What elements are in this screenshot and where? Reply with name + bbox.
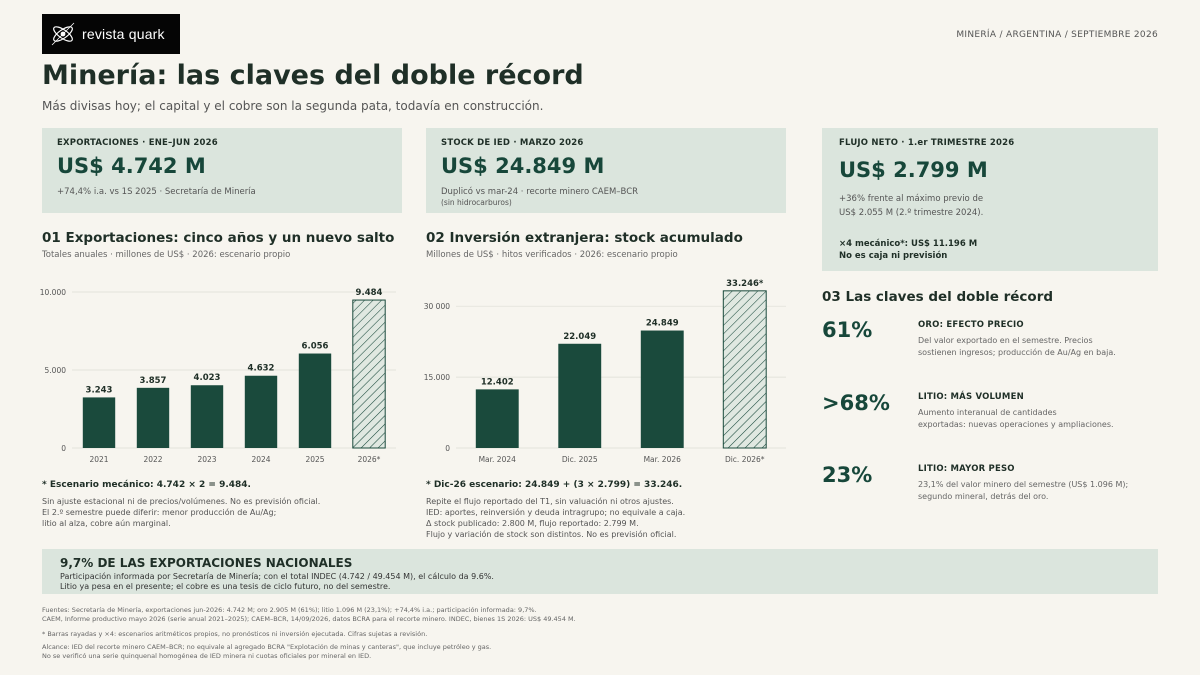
data-label: 4.632	[248, 364, 275, 374]
source-line: * Barras rayadas y ×4: escenarios aritmé…	[42, 630, 428, 638]
brand-name: revista quark	[82, 26, 165, 42]
scenario-disclaimer: * Barras rayadas y ×4: escenarios aritmé…	[42, 630, 427, 639]
x-tick-label: 2024	[251, 455, 270, 464]
kpi-card-net-flow: FLUJO NETO · 1.er TRIMESTRE 2026 US$ 2.7…	[822, 128, 1158, 271]
x-tick-label: Dic. 2026*	[725, 455, 765, 464]
y-tick-label: 5.000	[45, 366, 67, 375]
kpi-label: EXPORTACIONES · ENE–JUN 2026	[57, 138, 218, 148]
key-fact-description: Aumento interanual de cantidades exporta…	[918, 408, 1114, 429]
section2-note-title: * Dic-26 escenario: 24.849 + (3 × 2.799)…	[426, 480, 683, 490]
y-tick-label: 15.000	[424, 373, 450, 382]
note-line: Flujo y variación de stock son distintos…	[426, 530, 677, 540]
kpi-label: FLUJO NETO · 1.er TRIMESTRE 2026	[839, 138, 1015, 148]
data-label: 12.402	[481, 377, 514, 387]
kpi-note: (sin hidrocarburos)	[441, 198, 512, 207]
bar	[244, 375, 278, 448]
key-fact-title: ORO: EFECTO PRECIO	[918, 320, 1024, 330]
key-fact-description: 23,1% del valor minero del semestre (US$…	[918, 480, 1129, 501]
source-line: No se verificó una serie quinquenal homo…	[42, 652, 372, 661]
source-line: Fuentes: Secretaría de Minería, exportac…	[42, 606, 537, 614]
note-line: Sin ajuste estacional ni de precios/volú…	[42, 497, 321, 506]
bar	[190, 385, 224, 448]
sources-block: Fuentes: Secretaría de Minería, exportac…	[42, 606, 576, 624]
note-line: litio al alza, cobre aún marginal.	[42, 519, 171, 529]
section1-title: 01 Exportaciones: cinco años y un nuevo …	[42, 230, 395, 246]
key-fact-value: >68%	[822, 391, 890, 415]
key-fact-value: 61%	[822, 318, 873, 342]
page-title: Minería: las claves del doble récord	[42, 60, 584, 91]
kpi-note: Duplicó vs mar-24 · recorte minero CAEM–…	[441, 187, 639, 197]
bar	[475, 389, 519, 448]
kpi-strong-note: ×4 mecánico*: US$ 11.196 M	[839, 239, 978, 249]
source-line: Alcance: IED del recorte minero CAEM–BCR…	[42, 643, 492, 651]
x-tick-label: Mar. 2026	[644, 455, 682, 464]
source-line: CAEM, Informe productivo mayo 2026 (seri…	[42, 615, 576, 624]
x-tick-label: Mar. 2024	[479, 455, 517, 464]
kpi-value: US$ 2.799 M	[839, 158, 988, 182]
section1-subtitle: Totales anuales · millones de US$ · 2026…	[42, 250, 291, 260]
bar	[298, 353, 332, 448]
bar	[640, 330, 684, 448]
section1-note-title: * Escenario mecánico: 4.742 × 2 = 9.484.	[42, 480, 251, 490]
highlight-band: 9,7% DE LAS EXPORTACIONES NACIONALES Par…	[42, 549, 1158, 594]
section3-title: 03 Las claves del doble récord	[822, 289, 1054, 305]
y-tick-label: 0	[61, 444, 66, 453]
key-fact-value: 23%	[822, 463, 873, 487]
bar-scenario	[352, 299, 386, 449]
data-label: 3.243	[86, 385, 113, 395]
kpi-strong-note: No es caja ni previsión	[839, 251, 948, 261]
bar-scenario	[722, 290, 767, 449]
y-tick-label: 0	[445, 444, 450, 453]
band-title: 9,7% DE LAS EXPORTACIONES NACIONALES	[60, 556, 353, 570]
kpi-value: US$ 24.849 M	[441, 154, 605, 178]
kpi-note: +36% frente al máximo previo de	[839, 194, 984, 204]
data-label: 22.049	[563, 332, 596, 342]
data-label: 24.849	[646, 319, 679, 329]
x-tick-label: 2022	[143, 455, 162, 464]
data-label: 6.056	[302, 342, 329, 352]
section2-title: 02 Inversión extranjera: stock acumulado	[426, 230, 743, 246]
data-label: 33.246*	[726, 279, 764, 289]
note-line: El 2.º semestre puede diferir: menor pro…	[42, 508, 277, 518]
kpi-card-fdi-stock: STOCK DE IED · MARZO 2026 US$ 24.849 M D…	[426, 128, 786, 213]
key-fact-description: Del valor exportado en el semestre. Prec…	[918, 336, 1116, 357]
brand-logo[interactable]: revista quark	[42, 14, 180, 54]
key-fact-title: LITIO: MÁS VOLUMEN	[918, 392, 1024, 402]
data-label: 9.484	[356, 288, 383, 298]
topline: MINERÍA / ARGENTINA / SEPTIEMBRE 2026	[956, 30, 1158, 40]
bar	[558, 343, 602, 448]
y-tick-label: 30 000	[424, 302, 450, 311]
x-tick-label: 2023	[197, 455, 216, 464]
note-line: Δ stock publicado: 2.800 M, flujo report…	[426, 519, 639, 529]
fdi-stock-bar-chart: 0 15.000 30 000 12.402 Mar. 2024 22.049 Dic. 2…	[424, 279, 786, 464]
x-tick-label: 2025	[305, 455, 324, 464]
bar	[136, 387, 170, 448]
data-label: 3.857	[140, 376, 167, 386]
kpi-note: US$ 2.055 M (2.º trimestre 2024).	[839, 208, 984, 218]
data-label: 4.023	[194, 373, 221, 383]
scope-note: Alcance: IED del recorte minero CAEM–BCR…	[42, 643, 491, 661]
key-fact-title: LITIO: MAYOR PESO	[918, 464, 1015, 474]
kpi-value: US$ 4.742 M	[57, 154, 206, 178]
band-line: Participación informada por Secretaría d…	[60, 572, 494, 581]
section2-subtitle: Millones de US$ · hitos verificados · 20…	[426, 250, 678, 260]
y-tick-label: 10.000	[40, 288, 66, 297]
bar	[82, 397, 116, 448]
kpi-card-exports: EXPORTACIONES · ENE–JUN 2026 US$ 4.742 M…	[42, 128, 402, 213]
note-line: IED: aportes, reinversión y deuda intrag…	[426, 508, 686, 518]
x-tick-label: 2021	[89, 455, 108, 464]
atom-icon	[51, 22, 75, 46]
kpi-label: STOCK DE IED · MARZO 2026	[441, 138, 584, 148]
kpi-note: +74,4% i.a. vs 1S 2025 · Secretaría de M…	[57, 187, 256, 197]
note-line: Repite el flujo reportado del T1, sin va…	[426, 497, 674, 506]
exports-bar-chart: 0 5.000 10.000 3.243 2021 3.857 2022 4.023 2023 4…	[40, 288, 396, 464]
band-line: Litio ya pesa en el presente; el cobre e…	[60, 582, 391, 591]
x-tick-label: 2026*	[358, 455, 381, 464]
section2-notes: Repite el flujo reportado del T1, sin va…	[426, 496, 685, 540]
page-subtitle: Más divisas hoy; el capital y el cobre s…	[42, 99, 544, 113]
section1-notes: Sin ajuste estacional ni de precios/volú…	[42, 496, 320, 529]
x-tick-label: Dic. 2025	[562, 455, 598, 464]
